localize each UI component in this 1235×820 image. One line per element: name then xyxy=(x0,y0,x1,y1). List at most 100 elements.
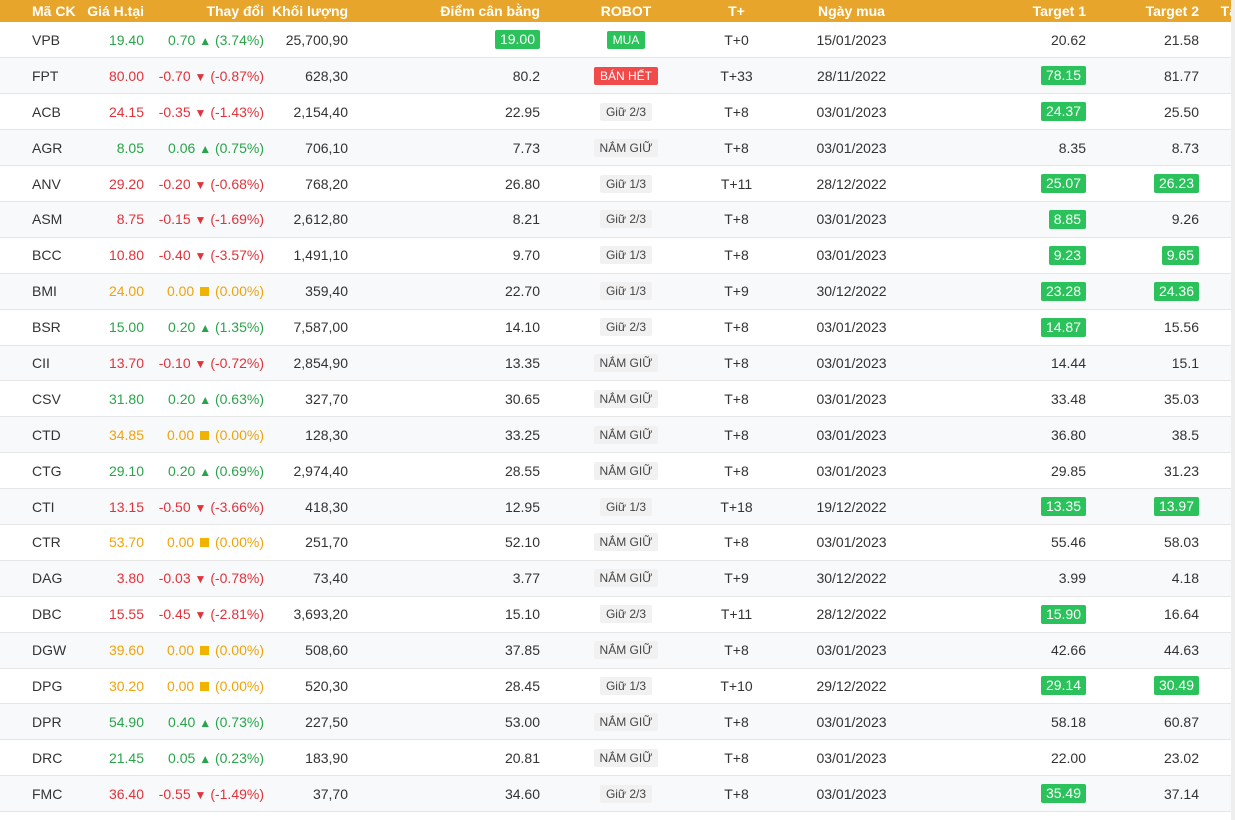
change-value: -0.70 xyxy=(158,67,191,84)
table-row-cti[interactable]: CTI 13.15 -0.50 ▼ (-3.66%) 418,30 12.95 … xyxy=(0,488,1235,525)
cell-symbol[interactable]: CII xyxy=(32,354,50,371)
change-value: 0.70 xyxy=(168,31,196,48)
target1-value: 22.00 xyxy=(1050,749,1086,766)
cell-volume: 706,10 xyxy=(305,139,348,156)
cell-target1: 55.46 xyxy=(934,524,1094,560)
col-header-price[interactable]: Giá H.tại xyxy=(87,3,144,19)
change-percent: (-0.68%) xyxy=(210,175,264,192)
table-row-bsr[interactable]: BSR 15.00 0.20 ▲ (1.35%) 7,587,00 14.10 … xyxy=(0,309,1235,346)
cell-symbol[interactable]: CTD xyxy=(32,426,61,443)
table-row-drc[interactable]: DRC 21.45 0.05 ▲ (0.23%) 183,90 20.81 NẮ… xyxy=(0,740,1235,776)
cell-symbol[interactable]: FPT xyxy=(32,67,59,84)
table-row-bcc[interactable]: BCC 10.80 -0.40 ▼ (-3.57%) 1,491,10 9.70… xyxy=(0,237,1235,274)
cell-buy-date: 28/11/2022 xyxy=(816,67,887,84)
col-header-symbol[interactable]: Mã CK xyxy=(32,3,76,19)
table-row-fpt[interactable]: FPT 80.00 -0.70 ▼ (-0.87%) 628,30 80.2 B… xyxy=(0,57,1235,94)
cell-symbol[interactable]: CTI xyxy=(32,498,55,515)
change-percent: (3.74%) xyxy=(214,31,264,48)
cell-robot: Giữ 2/3 xyxy=(548,309,704,345)
cell-symbol[interactable]: DBC xyxy=(32,606,62,623)
table-row-acb[interactable]: ACB 24.15 -0.35 ▼ (-1.43%) 2,154,40 22.9… xyxy=(0,94,1235,130)
cell-change: 0.20 ▲ (0.69%) xyxy=(152,453,272,489)
cell-buy-date: 03/01/2023 xyxy=(816,713,887,730)
cell-buy-date: 03/01/2023 xyxy=(816,247,887,264)
cell-symbol[interactable]: FMC xyxy=(32,785,63,802)
table-row-dpr[interactable]: DPR 54.90 0.40 ▲ (0.73%) 227,50 53.00 NẮ… xyxy=(0,703,1235,740)
table-row-anv[interactable]: ANV 29.20 -0.20 ▼ (-0.68%) 768,20 26.80 … xyxy=(0,166,1235,202)
table-row-agr[interactable]: AGR 8.05 0.06 ▲ (0.75%) 706,10 7.73 NẮM … xyxy=(0,129,1235,166)
cell-symbol[interactable]: CTR xyxy=(32,534,61,551)
cell-price: 34.85 xyxy=(108,426,144,443)
col-header-change[interactable]: Thay đổi xyxy=(206,3,264,19)
cell-symbol[interactable]: AGR xyxy=(32,139,63,156)
table-row-asm[interactable]: ASM 8.75 -0.15 ▼ (-1.69%) 2,612,80 8.21 … xyxy=(0,201,1235,238)
cell-target1: 8.85 xyxy=(934,201,1094,237)
robot-signal-badge: NẮM GIỮ xyxy=(593,389,659,408)
col-header-target1[interactable]: Target 1 xyxy=(1032,3,1086,19)
cell-volume: 508,60 xyxy=(305,642,348,659)
change-value: 0.20 xyxy=(168,462,196,479)
cell-symbol[interactable]: DRC xyxy=(32,749,63,766)
table-row-dgw[interactable]: DGW 39.60 0.00 (0.00%) 508,60 37.85 NẮM … xyxy=(0,632,1235,669)
table-row-csv[interactable]: CSV 31.80 0.20 ▲ (0.63%) 327,70 30.65 NẮ… xyxy=(0,381,1235,417)
cell-symbol[interactable]: DPG xyxy=(32,677,63,694)
cell-symbol[interactable]: DGW xyxy=(32,642,67,659)
cell-symbol[interactable]: ACB xyxy=(32,103,61,120)
table-row-cii[interactable]: CII 13.70 -0.10 ▼ (-0.72%) 2,854,90 13.3… xyxy=(0,345,1235,381)
table-row-dpg[interactable]: DPG 30.20 0.00 (0.00%) 520,30 28.45 Giữ … xyxy=(0,668,1235,704)
change-value: 0.40 xyxy=(168,713,196,730)
cell-symbol[interactable]: BSR xyxy=(32,319,61,336)
cell-robot: Giữ 2/3 xyxy=(548,94,704,130)
cell-volume: 359,40 xyxy=(305,283,348,300)
table-row-ctd[interactable]: CTD 34.85 0.00 (0.00%) 128,30 33.25 NẮM … xyxy=(0,416,1235,453)
cell-symbol[interactable]: CSV xyxy=(32,390,61,407)
target2-value: 13.97 xyxy=(1153,497,1199,517)
col-header-buy-date[interactable]: Ngày mua xyxy=(818,3,885,19)
cell-symbol[interactable]: ASM xyxy=(32,211,63,228)
robot-signal-badge: NẮM GIỮ xyxy=(593,641,659,660)
table-row-ctg[interactable]: CTG 29.10 0.20 ▲ (0.69%) 2,974,40 28.55 … xyxy=(0,453,1235,489)
table-row-bmi[interactable]: BMI 24.00 0.00 (0.00%) 359,40 22.70 Giữ … xyxy=(0,273,1235,310)
cell-symbol[interactable]: CTG xyxy=(32,462,62,479)
cell-volume: 520,30 xyxy=(305,677,348,694)
cell-change: 0.20 ▲ (0.63%) xyxy=(152,381,272,417)
cell-symbol[interactable]: VPB xyxy=(32,31,61,48)
col-header-equilibrium[interactable]: Điểm cân bằng xyxy=(440,3,540,19)
table-row-dbc[interactable]: DBC 15.55 -0.45 ▼ (-2.81%) 3,693,20 15.1… xyxy=(0,596,1235,633)
table-row-ctr[interactable]: CTR 53.70 0.00 (0.00%) 251,70 52.10 NẮM … xyxy=(0,524,1235,561)
arrow-down-icon: ▼ xyxy=(194,787,207,802)
cell-equilibrium: 20.81 xyxy=(356,740,548,776)
target1-value: 33.48 xyxy=(1050,390,1086,407)
cell-symbol[interactable]: BCC xyxy=(32,247,62,264)
col-header-volume[interactable]: Khối lượng xyxy=(272,3,349,19)
cell-tplus: T+11 xyxy=(720,606,753,623)
cell-symbol[interactable]: ANV xyxy=(32,175,61,192)
cell-symbol[interactable]: DPR xyxy=(32,713,62,730)
table-row-dag[interactable]: DAG 3.80 -0.03 ▼ (-0.78%) 73,40 3.77 NẮM… xyxy=(0,560,1235,597)
cell-volume: 37,70 xyxy=(312,785,348,802)
cell-buy-date: 03/01/2023 xyxy=(816,785,887,802)
change-percent: (-1.43%) xyxy=(210,103,264,120)
arrow-down-icon: ▼ xyxy=(194,213,207,228)
col-header-tplus[interactable]: T+ xyxy=(728,3,745,19)
cell-symbol[interactable]: DAG xyxy=(32,570,63,587)
cell-volume: 768,20 xyxy=(305,175,348,192)
table-row-vpb[interactable]: VPB 19.40 0.70 ▲ (3.74%) 25,700,90 19.00… xyxy=(0,22,1235,58)
cell-symbol[interactable]: BMI xyxy=(32,283,57,300)
table-row-fmc[interactable]: FMC 36.40 -0.55 ▼ (-1.49%) 37,70 34.60 G… xyxy=(0,775,1235,812)
arrow-down-icon: ▼ xyxy=(194,105,207,120)
square-icon xyxy=(200,681,210,691)
target1-value: 58.18 xyxy=(1050,713,1086,730)
cell-target2: 24.36 xyxy=(1094,273,1207,309)
col-header-robot[interactable]: ROBOT xyxy=(600,3,652,19)
scrollbar[interactable] xyxy=(1231,0,1235,820)
target1-value: 14.44 xyxy=(1050,354,1086,371)
cell-tplus: T+8 xyxy=(724,247,749,264)
cell-robot: NẮM GIỮ xyxy=(548,704,704,740)
cell-target2: 25.50 xyxy=(1094,94,1207,130)
cell-equilibrium: 3.77 xyxy=(356,560,548,596)
col-header-target2[interactable]: Target 2 xyxy=(1145,3,1199,19)
cell-buy-date: 03/01/2023 xyxy=(816,642,887,659)
cell-target1: 23.28 xyxy=(934,273,1094,309)
